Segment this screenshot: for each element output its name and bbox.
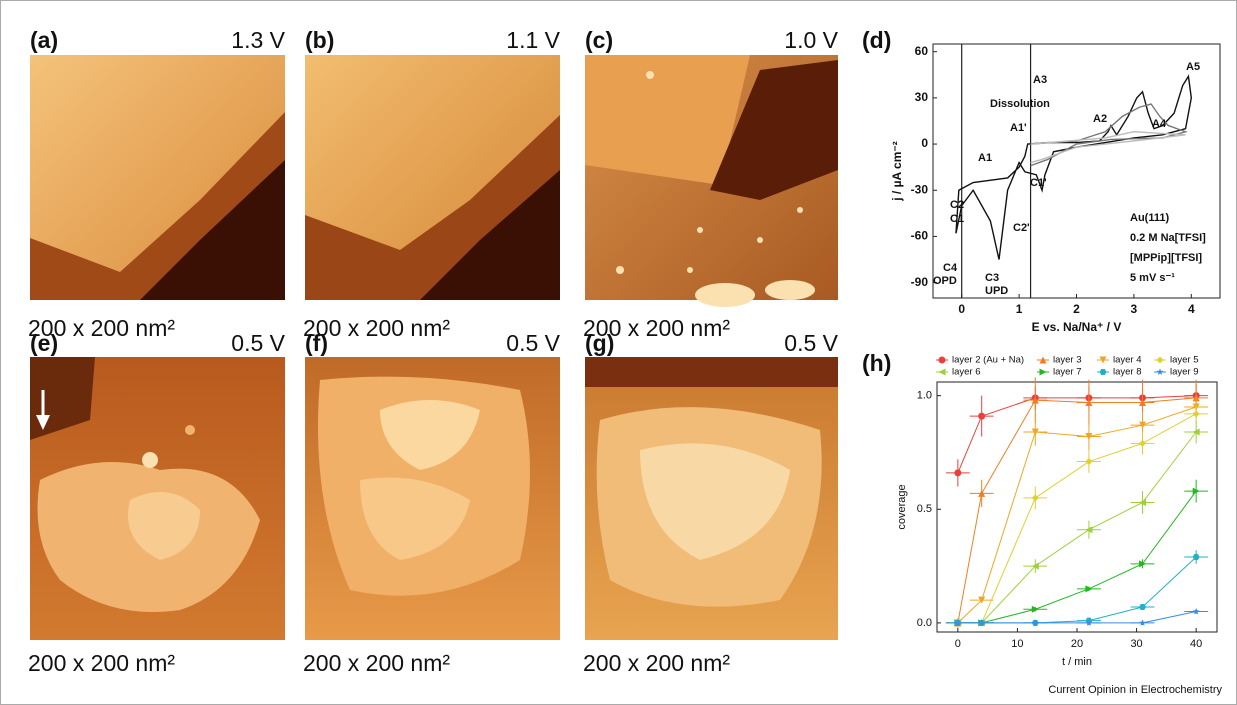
stm-image-b [305,55,560,300]
y-tick-label: 1.0 [917,390,932,402]
data-point [1085,585,1092,592]
legend-label: layer 3 [1053,355,1082,366]
annotation: C2' [1013,222,1030,234]
data-point [1032,606,1039,613]
data-point [1193,410,1200,417]
annotation: A3 [1033,74,1047,86]
note: [MPPip][TFSI] [1130,252,1202,264]
annotation: Dissolution [990,98,1050,110]
x-tick-label: 2 [1073,302,1080,316]
series-line [958,557,1196,623]
legend-label: layer 6 [952,367,981,378]
voltage: 1.3 V [231,27,285,53]
annotation: UPD [985,285,1008,297]
annotation: C1' [1030,177,1047,189]
y-axis-label: j / µA cm⁻² [890,141,904,201]
scale-text: 200 x 200 nm² [28,650,175,676]
x-tick-label: 10 [1011,638,1023,650]
legend-label: layer 9 [1170,367,1199,378]
x-tick-label: 3 [1131,302,1138,316]
annotation: A2 [1093,113,1107,125]
series-line [958,414,1196,623]
stm-image-g [585,357,838,640]
x-tick-label: 0 [958,302,965,316]
legend-label: layer 5 [1170,355,1199,366]
voltage: 0.5 V [784,330,838,356]
y-tick-label: -60 [911,229,929,243]
x-tick-label: 4 [1188,302,1195,316]
annotation: A1' [1010,122,1027,134]
series-line [1031,132,1186,163]
source: Current Opinion in Electrochemistry [1048,684,1222,696]
x-axis-label: E vs. Na/Na⁺ / V [1032,320,1122,334]
y-tick-label: 0.0 [917,617,932,629]
panel-label: (d) [862,27,891,53]
legend-label: layer 8 [1113,367,1142,378]
legend-marker [1157,369,1164,375]
data-point [978,413,985,420]
panel-label: (c) [585,27,613,53]
x-tick-label: 1 [1016,302,1023,316]
panel-label: (f) [305,330,328,356]
y-tick-label: 0.5 [917,503,932,515]
legend-marker [1040,369,1047,376]
stm-image-f [305,357,560,640]
stm-image-a [30,55,285,300]
data-point [954,469,961,476]
panel-label: (a) [30,27,58,53]
data-point [1139,440,1146,447]
x-tick-label: 40 [1190,638,1202,650]
y-tick-label: 0 [921,136,928,150]
legend-marker [939,357,946,364]
annotation: C1 [950,213,964,225]
annotation: C3 [985,272,999,284]
panel-label: (h) [862,350,891,376]
annotation: A1 [978,152,992,164]
annotation: A5 [1186,61,1200,73]
annotation: C4 [943,262,958,274]
legend-marker [939,369,946,376]
voltage: 1.1 V [506,27,560,53]
series-line [958,491,1196,623]
voltage: 0.5 V [506,330,560,356]
note: Au(111) [1130,212,1169,224]
panel-label: (e) [30,330,58,356]
x-tick-label: 20 [1071,638,1083,650]
voltage: 0.5 V [231,330,285,356]
y-tick-label: -30 [911,182,929,196]
x-axis-label: t / min [1062,656,1092,668]
y-tick-label: 60 [915,44,929,58]
legend-marker [1100,369,1107,375]
annotation: A4 [1152,118,1167,130]
legend-marker [1157,357,1164,364]
legend-label: layer 4 [1113,355,1142,366]
y-tick-label: 30 [915,90,929,104]
stm-image-c [585,55,838,307]
panel-label: (g) [585,330,614,356]
stm-image-e [30,357,285,640]
data-point [1032,494,1039,501]
panel-label: (b) [305,27,334,53]
annotation: OPD [933,275,957,287]
voltage: 1.0 V [784,27,838,53]
note: 5 mV s⁻¹ [1130,272,1175,284]
scale-text: 200 x 200 nm² [583,650,730,676]
legend-label: layer 2 (Au + Na) [952,355,1024,366]
y-tick-label: -90 [911,275,929,289]
legend-label: layer 7 [1053,367,1082,378]
annotation: C2 [950,199,964,211]
figure: Current Opinion in Electrochemistry (a) 1… [0,0,1237,705]
y-axis-label: coverage [896,484,908,529]
scale-text: 200 x 200 nm² [303,650,450,676]
note: 0.2 M Na[TFSI] [1130,232,1206,244]
x-tick-label: 30 [1130,638,1142,650]
data-point [1085,458,1092,465]
x-tick-label: 0 [955,638,961,650]
